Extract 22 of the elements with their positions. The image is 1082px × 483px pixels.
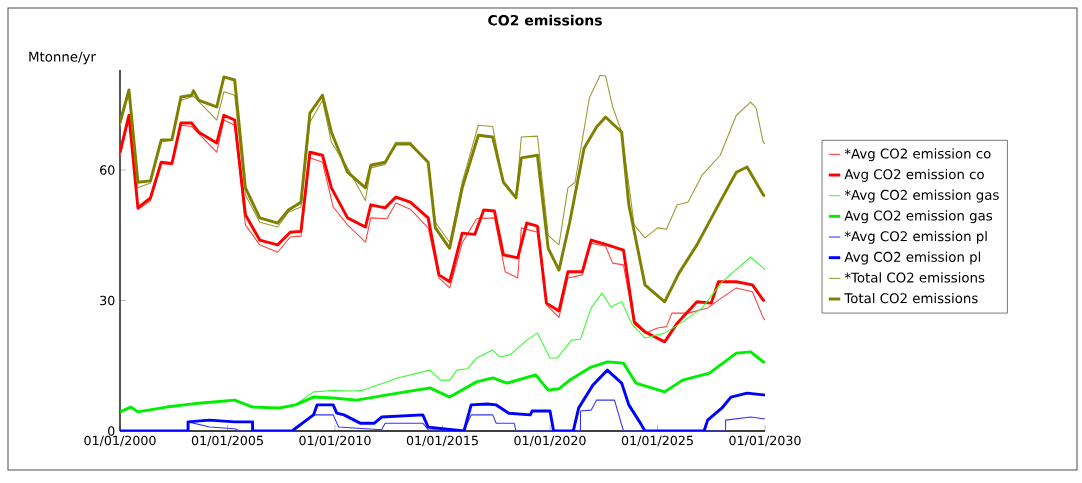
y-tick-label: 30 — [100, 295, 115, 306]
line-series — [120, 350, 765, 414]
legend-label: Avg CO2 emission co — [844, 168, 984, 182]
x-tick-label: 01/01/2025 — [621, 435, 693, 447]
y-tick-label: 0 — [108, 426, 115, 436]
x-tick-label: 01/01/2005 — [191, 435, 263, 447]
line-series — [120, 75, 765, 304]
chart-title: CO2 emissions — [488, 14, 602, 26]
legend-label: *Avg CO2 emission co — [844, 148, 991, 162]
y-tick-label: 60 — [100, 165, 115, 175]
legend-label: Total CO2 emissions — [844, 292, 978, 304]
legend-label: *Avg CO2 emission gas — [844, 189, 999, 203]
y-axis-title: Mtonne/yr — [29, 51, 96, 65]
x-tick-label: 01/01/2015 — [406, 435, 478, 447]
x-tick-label: 01/01/2000 — [84, 435, 156, 447]
legend-label: Avg CO2 emission pl — [844, 251, 981, 265]
legend-label: *Total CO2 emissions — [844, 272, 985, 283]
legend-label: *Avg CO2 emission pl — [844, 230, 987, 244]
x-tick-label: 01/01/2030 — [729, 435, 801, 447]
legend-label: Avg CO2 emission gas — [844, 210, 993, 224]
x-tick-label: 01/01/2020 — [514, 435, 586, 447]
x-tick-label: 01/01/2010 — [299, 435, 371, 447]
